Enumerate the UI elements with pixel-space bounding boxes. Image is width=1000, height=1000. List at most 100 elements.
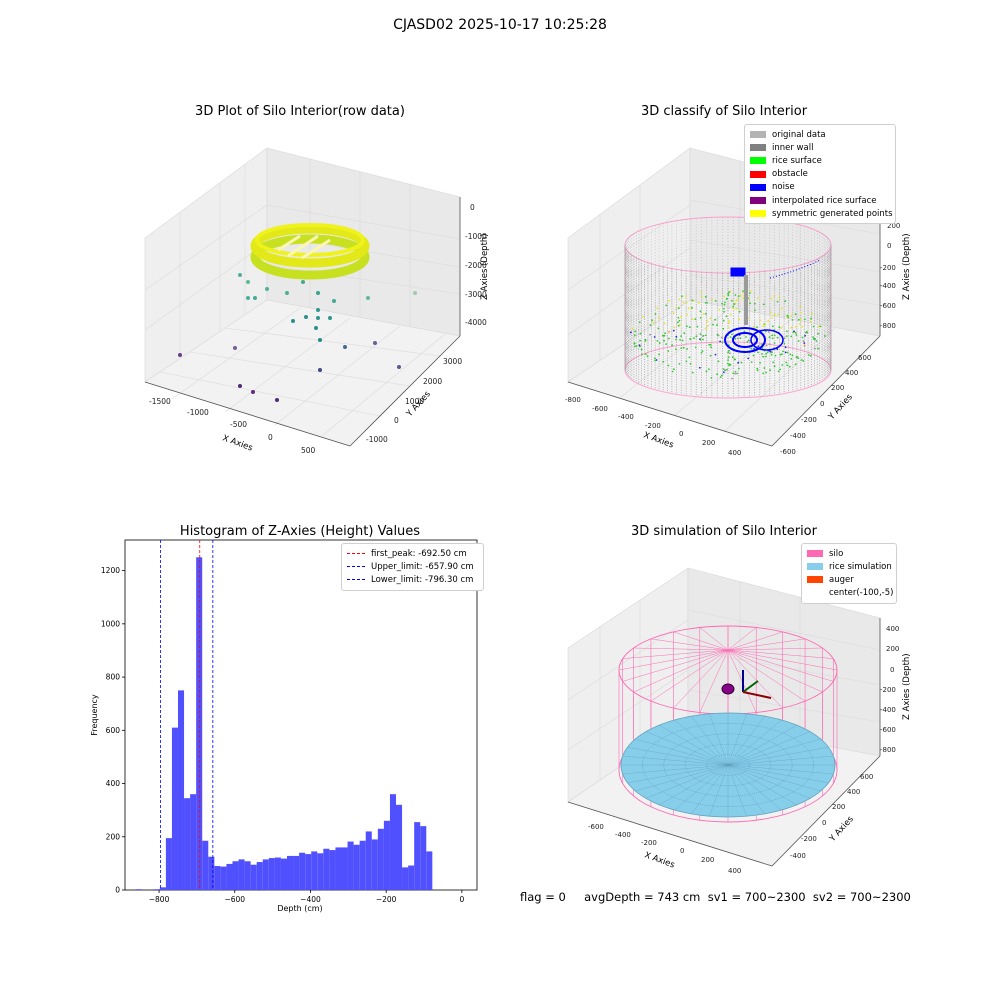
raw-point: [291, 319, 295, 323]
raw-point: [366, 296, 370, 300]
raw-ztick: -4000: [465, 318, 487, 327]
classify-ztick: 200: [887, 222, 900, 230]
floor-point: [752, 325, 755, 328]
classify-ytick: 400: [845, 369, 858, 377]
floor-point: [702, 338, 704, 341]
floor-point: [704, 295, 707, 298]
floor-point: [798, 323, 801, 325]
floor-point: [794, 313, 797, 316]
floor-point: [773, 334, 776, 337]
floor-point: [645, 353, 647, 355]
simulation-ytick: -200: [801, 835, 817, 843]
raw-point: [316, 316, 320, 320]
histogram-bar: [153, 889, 160, 890]
legend-item: first_peak: -692.50 cm: [347, 547, 478, 560]
floor-point: [649, 324, 652, 326]
floor-point: [685, 325, 688, 328]
floor-point: [688, 326, 691, 329]
mesh-spoke: [727, 755, 834, 766]
floor-point: [679, 323, 681, 326]
floor-point: [705, 370, 708, 373]
floor-point: [663, 334, 666, 337]
floor-point: [714, 300, 717, 302]
floor-point: [738, 318, 740, 321]
floor-point: [677, 321, 679, 324]
classify-xtick: 400: [728, 449, 741, 457]
floor-point: [722, 327, 725, 330]
floor-point: [734, 372, 736, 375]
floor-point: [763, 367, 766, 369]
floor-point: [726, 297, 728, 300]
histogram-title: Histogram of Z-Axies (Height) Values: [179, 524, 421, 539]
silo-roof-rib: [633, 647, 729, 651]
mesh-spoke: [727, 764, 821, 792]
legend-swatch-inner-wall: [750, 144, 766, 152]
legend-swatch-rice-sim: [807, 563, 823, 571]
rice-surface-points: [629, 290, 826, 380]
floor-point: [729, 336, 732, 338]
floor-point: [680, 347, 683, 349]
floor-point: [762, 325, 765, 328]
floor-point: [757, 351, 759, 354]
floor-point: [691, 371, 694, 374]
histogram-x-ticks: −800 −600 −400 −200 0: [149, 890, 464, 904]
raw-point: [275, 398, 279, 402]
floor-point: [742, 297, 745, 300]
floor-point: [668, 337, 670, 340]
floor-point: [677, 316, 680, 319]
raw-point: [304, 315, 308, 319]
floor-point: [723, 310, 725, 313]
silo-roof-rib: [650, 638, 729, 651]
y-tick-label: 0: [115, 886, 120, 895]
raw-point: [251, 390, 255, 394]
floor-point: [793, 330, 795, 333]
floor-point: [685, 301, 688, 304]
mesh-spoke: [627, 747, 729, 766]
floor-point: [748, 292, 751, 294]
floor-point: [727, 359, 729, 361]
floor-point: [797, 318, 800, 321]
legend-swatch-rice-surface: [750, 157, 766, 165]
floor-point: [658, 353, 660, 356]
floor-point: [644, 338, 647, 341]
floor-point: [641, 353, 644, 356]
floor-point: [686, 314, 689, 316]
silo-roof-rib: [633, 649, 729, 693]
floor-point: [779, 368, 781, 371]
histogram-bar: [353, 844, 360, 890]
classify-xtick: -600: [592, 405, 608, 413]
raw-ztick: 0: [470, 203, 475, 212]
floor-point: [735, 299, 738, 302]
floor-point: [756, 367, 759, 370]
mesh-spoke: [727, 764, 747, 817]
classify-z-axis-label: Z Axies (Depth): [902, 233, 912, 300]
floor-point: [694, 318, 697, 320]
classify-plot-title: 3D classify of Silo Interior: [640, 104, 808, 119]
floor-point: [704, 302, 707, 304]
floor-point: [728, 363, 731, 365]
histogram-bar: [135, 889, 142, 890]
floor-point: [714, 353, 717, 356]
mesh-spoke: [709, 764, 729, 817]
histogram-bar: [280, 858, 287, 890]
classify-3d-plot: -800 -600 -400 -200 0 200 400 -600 -400 …: [565, 147, 912, 457]
floor-point: [646, 355, 649, 358]
floor-point: [689, 337, 692, 340]
mesh-spoke: [627, 764, 729, 783]
floor-point: [790, 315, 793, 317]
histogram-bar: [293, 855, 300, 890]
floor-point: [653, 336, 656, 338]
floor-point: [725, 315, 728, 318]
y-tick-label: 1200: [101, 566, 120, 575]
floor-point: [629, 331, 632, 334]
simulation-3d-plot: -600 -400 -200 0 200 400 -400 -200 0 200…: [567, 567, 912, 875]
raw-xtick: -500: [230, 420, 247, 429]
floor-point: [732, 307, 734, 310]
histogram-chart: −800 −600 −400 −200 0 020040060080010001200 …: [90, 539, 478, 913]
legend-item: inner wall: [750, 141, 890, 154]
floor-point: [739, 337, 742, 340]
floor-point: [784, 351, 787, 354]
simulation-ztick: 400: [886, 625, 899, 633]
floor-point: [761, 353, 763, 355]
mesh-spoke: [727, 764, 834, 775]
